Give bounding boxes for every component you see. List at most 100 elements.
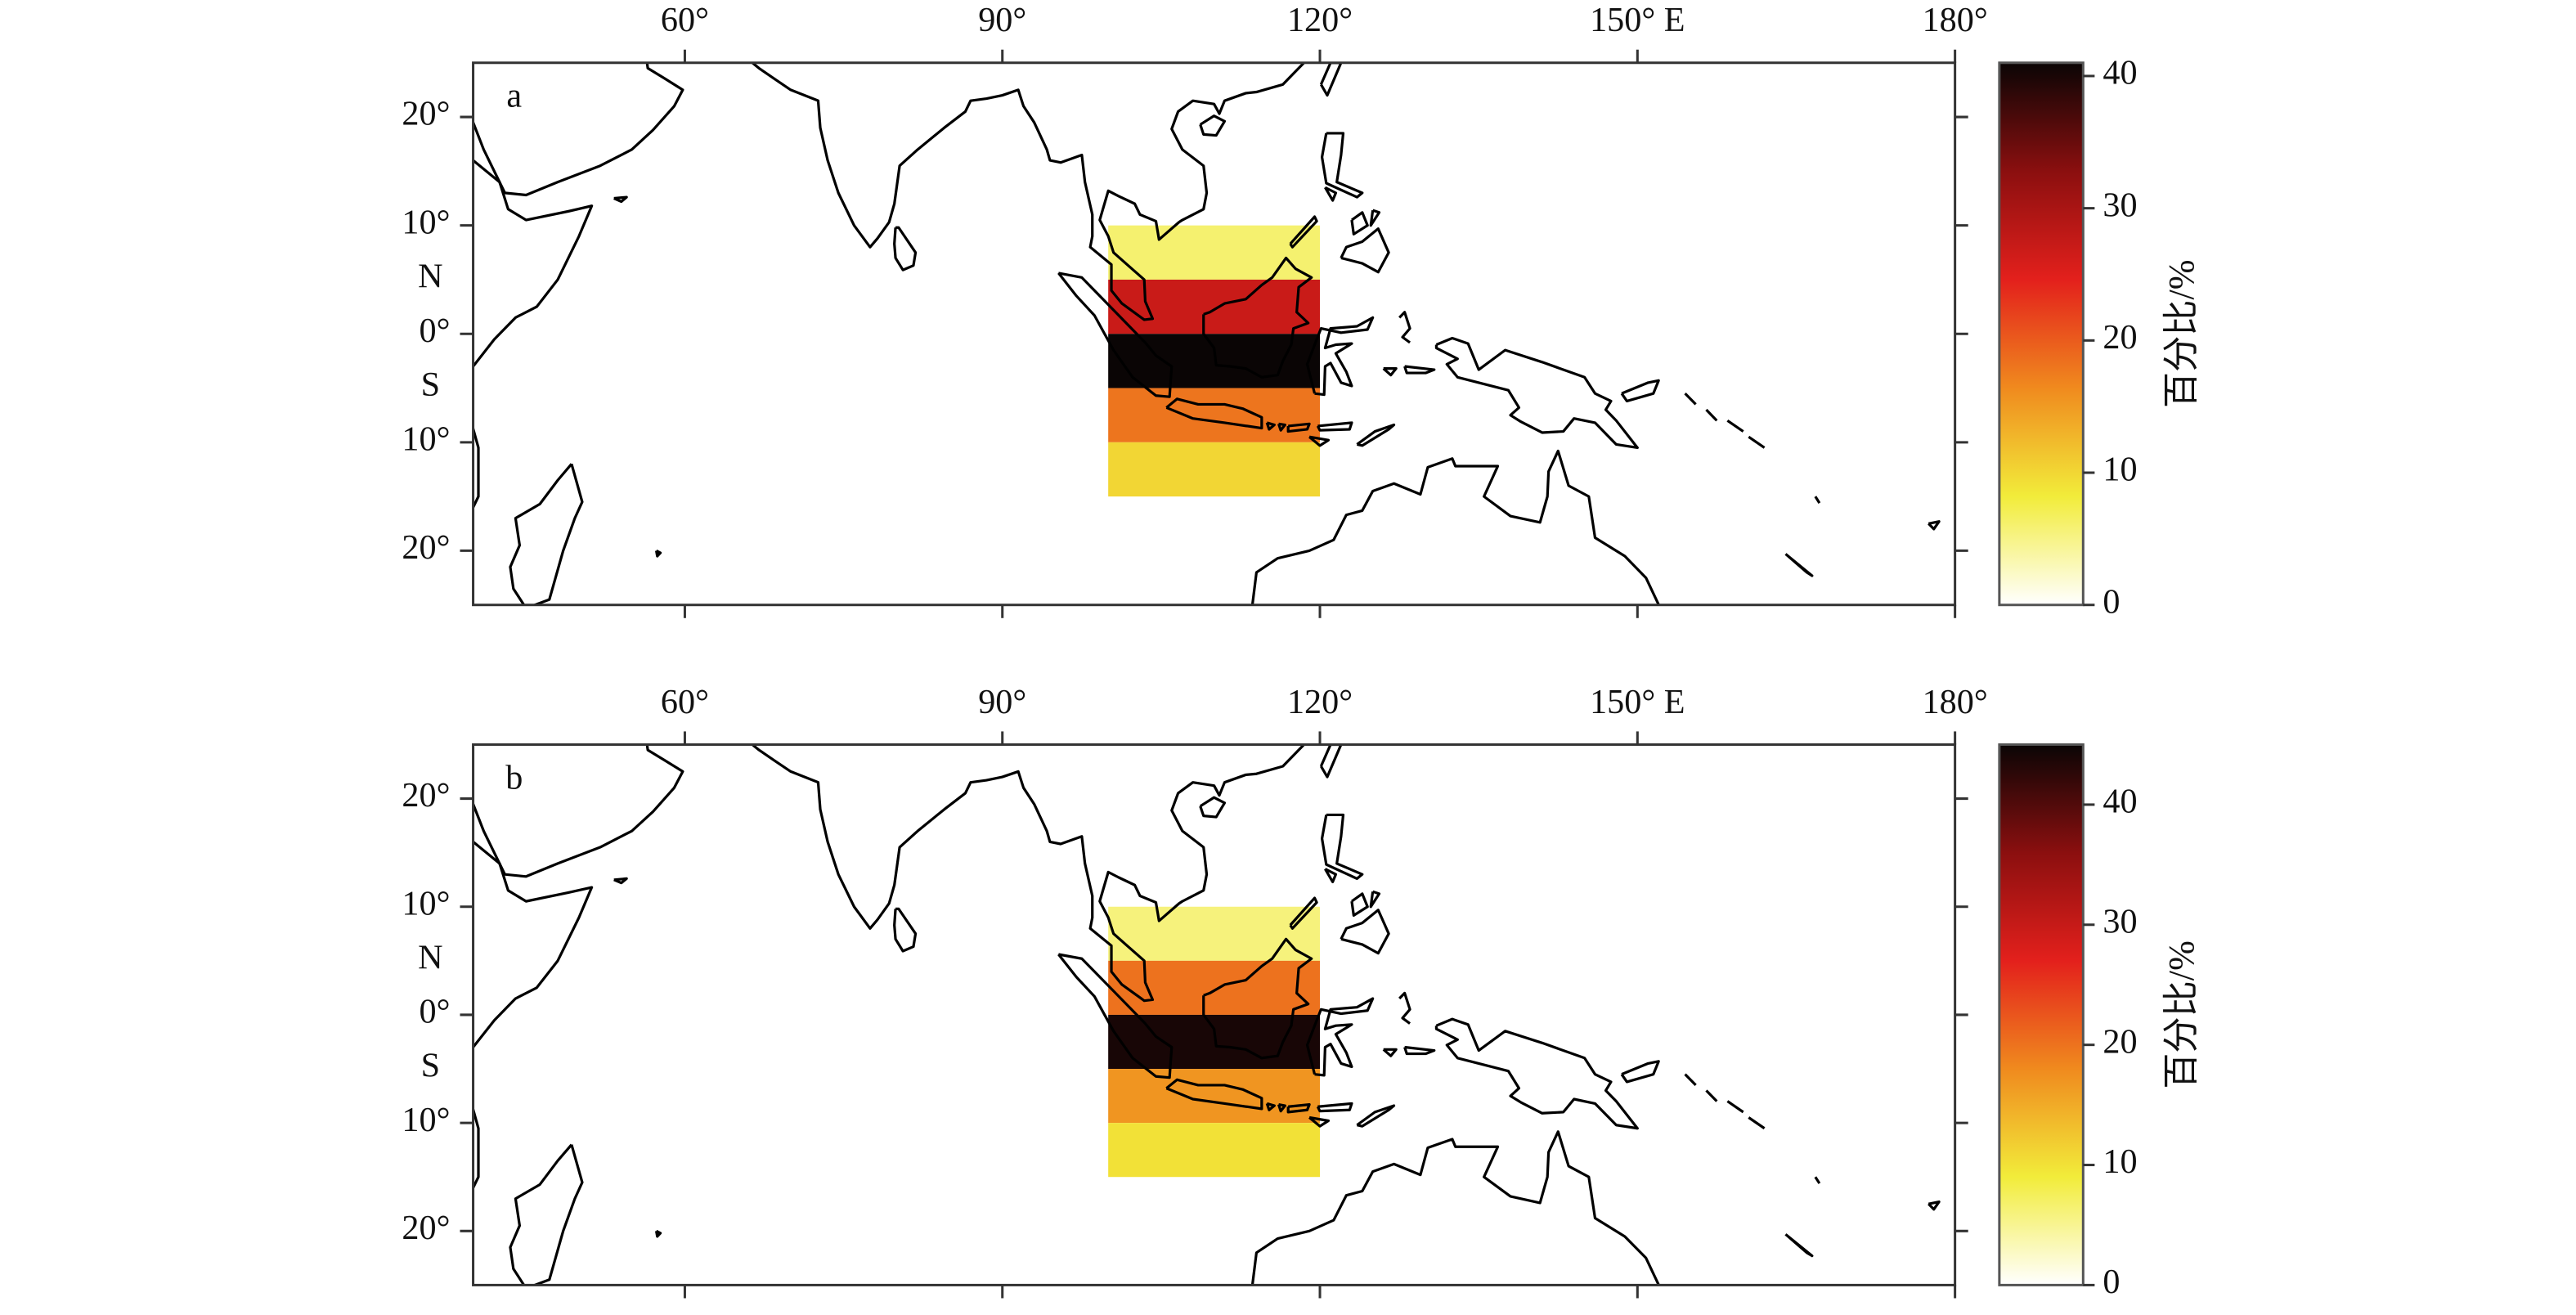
coastline [1784, 1233, 1814, 1258]
x-tick-label: 90° [978, 683, 1026, 721]
x-tick-label: 180° [1923, 1, 1988, 39]
coastline [1316, 1102, 1353, 1113]
coastline [1784, 553, 1814, 577]
coastline [1319, 62, 1343, 97]
coastline [1277, 422, 1286, 432]
heat-band [1108, 1069, 1321, 1124]
coastline [1277, 1103, 1286, 1113]
coastline [1398, 991, 1411, 1025]
x-tick-label: 60° [661, 1, 709, 39]
coastline [1403, 1045, 1436, 1056]
coastline [654, 1229, 662, 1238]
coastline [1434, 336, 1639, 450]
coastline [1928, 1200, 1941, 1211]
colorbar-tick-label: 10 [2103, 1142, 2137, 1181]
coastline [473, 840, 594, 1192]
coastline [1286, 1103, 1311, 1114]
y-tick-label: 10° [402, 420, 450, 459]
coastline [1369, 209, 1381, 227]
coastline [1199, 796, 1227, 819]
map-panel: 60° 90° 120° 150° E 180° 20° 10° 0° 10° 20° N Sa 0 10… [402, 1, 2201, 621]
coastline [1057, 272, 1174, 398]
coastline [893, 907, 918, 953]
hemisphere-label: N [418, 939, 442, 977]
coastline [1202, 256, 1313, 379]
map-panel: 60° 90° 120° 150° E 180° 20° 10° 0° 10° 20° N Sb 0 10… [402, 683, 2201, 1301]
coastline [1250, 449, 1661, 605]
y-tick-label: 20° [402, 1209, 450, 1247]
coastline [1684, 393, 1697, 406]
coastline [1705, 1089, 1718, 1102]
x-tick-label: 150° E [1590, 1, 1685, 39]
heat-band [1108, 279, 1321, 334]
coastline [613, 195, 628, 204]
coastline [1289, 215, 1318, 249]
coastline [1356, 1104, 1396, 1128]
heat-band [1108, 1123, 1321, 1178]
heat-band [1108, 906, 1321, 961]
coastline [473, 158, 594, 511]
coastline [1319, 744, 1343, 779]
colorbar-tick-label: 30 [2103, 186, 2137, 224]
coastline [1726, 1100, 1744, 1114]
colorbar-label: 百分比/% [2161, 940, 2201, 1089]
y-tick-label: 0° [419, 993, 450, 1031]
x-tick-label: 60° [661, 683, 709, 721]
hemisphere-label: S [421, 366, 440, 404]
coastline [1320, 132, 1364, 199]
coastline [1684, 1073, 1697, 1087]
coastline [1928, 520, 1941, 531]
coastline [1748, 435, 1766, 449]
x-tick-label: 180° [1923, 683, 1988, 721]
coastline [1305, 316, 1375, 397]
coastline [1814, 1176, 1821, 1184]
coastline [750, 744, 1306, 1003]
coastline [1705, 408, 1718, 422]
coastline [1286, 422, 1311, 433]
colorbar-label: 百分比/% [2161, 259, 2201, 408]
heat-band [1108, 225, 1321, 280]
heat-band [1108, 334, 1321, 388]
y-tick-label: 0° [419, 312, 450, 350]
coastline [1434, 1017, 1639, 1130]
coastline [1165, 1078, 1263, 1111]
hemisphere-label: N [418, 258, 442, 296]
coastline [1382, 1048, 1398, 1057]
colorbar-tick-label: 0 [2103, 1263, 2120, 1301]
coastline [1726, 419, 1744, 433]
colorbar-tick-label: 30 [2103, 902, 2137, 940]
coastline [654, 549, 662, 558]
coastline [1308, 435, 1331, 447]
colorbar-tick-label: 0 [2103, 582, 2120, 621]
x-tick-label: 90° [978, 1, 1026, 39]
hemisphere-label: S [421, 1047, 440, 1085]
coastline [1265, 421, 1276, 431]
coastline [473, 62, 684, 197]
coastline [1748, 1116, 1766, 1130]
coastline [1403, 365, 1436, 375]
coastline [1356, 423, 1396, 447]
x-tick-label: 150° E [1590, 683, 1685, 721]
coastline [1340, 909, 1390, 955]
coastline [1289, 896, 1318, 930]
heat-band [1108, 388, 1321, 442]
y-tick-label: 10° [402, 1101, 450, 1139]
x-tick-label: 120° [1287, 683, 1353, 721]
coastline [1620, 1060, 1660, 1084]
colorbar-tick-label: 40 [2103, 783, 2137, 821]
colorbar-tick-label: 20 [2103, 318, 2137, 357]
colorbar [1998, 61, 2085, 607]
coastline [1324, 868, 1338, 884]
coastline [1398, 311, 1411, 344]
coastline [473, 744, 684, 878]
coastline [1340, 227, 1390, 274]
panel-label: a [506, 77, 522, 115]
coastline [893, 226, 918, 272]
y-tick-label: 10° [402, 884, 450, 922]
coastline [1369, 890, 1381, 909]
coastline [1814, 496, 1821, 505]
x-tick-label: 120° [1287, 1, 1353, 39]
panel-label: b [505, 758, 523, 797]
coastline [1308, 1115, 1331, 1128]
